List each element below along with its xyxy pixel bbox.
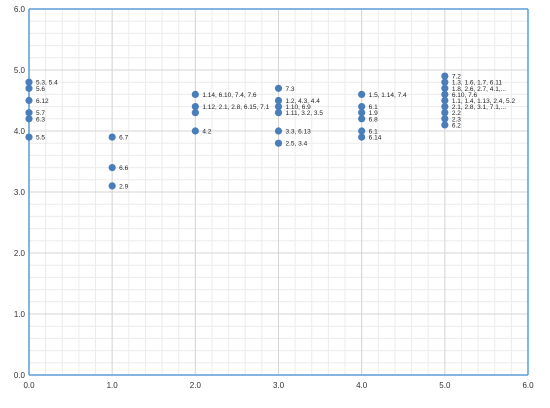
y-tick-label: 3.0 — [14, 188, 26, 197]
x-tick-label: 6.0 — [522, 381, 534, 390]
data-point — [108, 164, 116, 172]
data-label: 5.6 — [36, 86, 45, 93]
data-point — [25, 133, 33, 141]
y-tick-label: 0.0 — [14, 371, 26, 380]
y-tick-label: 2.0 — [14, 249, 26, 258]
data-label: 2.5, 3.4 — [286, 141, 308, 148]
data-label: 6.10, 7.6 — [452, 92, 478, 99]
data-point — [441, 96, 449, 105]
data-label: 7.2 — [452, 74, 461, 81]
data-label: 6.6 — [119, 165, 128, 172]
x-tick-label: 1.0 — [107, 381, 119, 390]
data-label: 5.3, 5.4 — [36, 80, 58, 87]
data-label: 1.10, 6.9 — [286, 104, 312, 111]
y-tick-label: 1.0 — [14, 310, 26, 319]
x-tick-label: 3.0 — [273, 381, 285, 390]
data-point — [25, 96, 33, 105]
y-tick-label: 5.0 — [14, 66, 26, 75]
data-label: 6.2 — [452, 122, 461, 129]
data-point — [191, 127, 199, 135]
data-point — [25, 115, 33, 123]
x-tick-label: 0.0 — [23, 381, 35, 390]
data-point — [25, 109, 33, 117]
data-point — [358, 115, 366, 123]
data-label: 5.7 — [36, 110, 45, 117]
data-point — [274, 84, 283, 92]
data-label: 6.14 — [369, 135, 382, 142]
data-labels: 5.3, 5.45.6 6.12 5.76.3 5.5 6.7 6.6 2.9 1.14, 6… — [36, 74, 515, 191]
x-tick-labels: 0.0 1.0 2.0 3.0 4.0 5.0 6.0 — [23, 381, 534, 390]
data-label: 1.12, 2.1, 2.8, 6.15, 7.1 — [202, 104, 269, 111]
data-point — [25, 84, 33, 92]
data-point — [358, 127, 366, 135]
axes — [28, 8, 529, 376]
y-tick-labels: 0.0 1.0 2.0 3.0 4.0 5.0 6.0 — [14, 5, 26, 380]
data-label: 5.5 — [36, 135, 45, 142]
data-point — [358, 109, 366, 117]
data-point — [358, 103, 366, 111]
data-label: 6.7 — [119, 135, 128, 142]
data-label: 2.1, 2.8, 3.1, 7.1,... — [452, 104, 506, 111]
data-label: 6.1 — [369, 129, 378, 136]
data-point — [441, 78, 449, 86]
data-label: 6.8 — [369, 116, 378, 123]
data-point — [441, 103, 449, 111]
data-point — [191, 109, 199, 117]
data-label: 1.14, 6.10, 7.4, 7.6 — [202, 92, 257, 99]
data-point — [191, 103, 199, 111]
data-label: 1.2, 4.3, 4.4 — [286, 98, 321, 105]
data-point — [441, 109, 449, 117]
x-tick-label: 4.0 — [356, 381, 368, 390]
data-label: 6.3 — [36, 116, 45, 123]
data-point — [25, 78, 33, 86]
data-label: 1.9 — [369, 110, 378, 117]
data-label: 1.5, 1.14, 7.4 — [369, 92, 407, 99]
x-tick-label: 5.0 — [439, 381, 451, 390]
data-label: 2.9 — [119, 183, 128, 190]
data-point — [441, 115, 449, 123]
data-point — [358, 90, 366, 98]
data-label: 1.3, 1.6, 1.7, 6.11 — [452, 80, 502, 87]
data-point — [441, 72, 449, 80]
data-points — [25, 72, 449, 190]
data-point — [441, 84, 449, 92]
data-label: 6.1 — [369, 104, 378, 111]
data-label: 3.3, 6.13 — [286, 129, 312, 136]
data-point — [108, 182, 116, 190]
data-point — [441, 90, 449, 98]
x-tick-label: 2.0 — [190, 381, 202, 390]
data-label: 6.12 — [36, 98, 49, 105]
data-label: 1.11, 3.2, 3.5 — [286, 110, 324, 117]
y-tick-label: 4.0 — [14, 127, 26, 136]
data-label: 1.1, 1.4, 1.13, 2.4, 5.2 — [452, 98, 516, 105]
data-label: 7.3 — [286, 86, 295, 93]
data-label: 2.3 — [452, 116, 461, 123]
data-point — [274, 103, 283, 111]
data-label: 4.2 — [202, 129, 211, 136]
data-point — [108, 133, 116, 141]
data-point — [274, 96, 283, 105]
data-point — [274, 109, 283, 117]
y-tick-label: 6.0 — [14, 5, 26, 14]
data-label: 1.8, 2.6, 2.7, 4.1,... — [452, 86, 506, 93]
data-point — [191, 90, 199, 98]
data-point — [274, 127, 283, 135]
data-point — [441, 121, 449, 129]
data-point — [358, 133, 366, 141]
data-label: 2.2 — [452, 110, 461, 117]
data-point — [274, 139, 283, 147]
